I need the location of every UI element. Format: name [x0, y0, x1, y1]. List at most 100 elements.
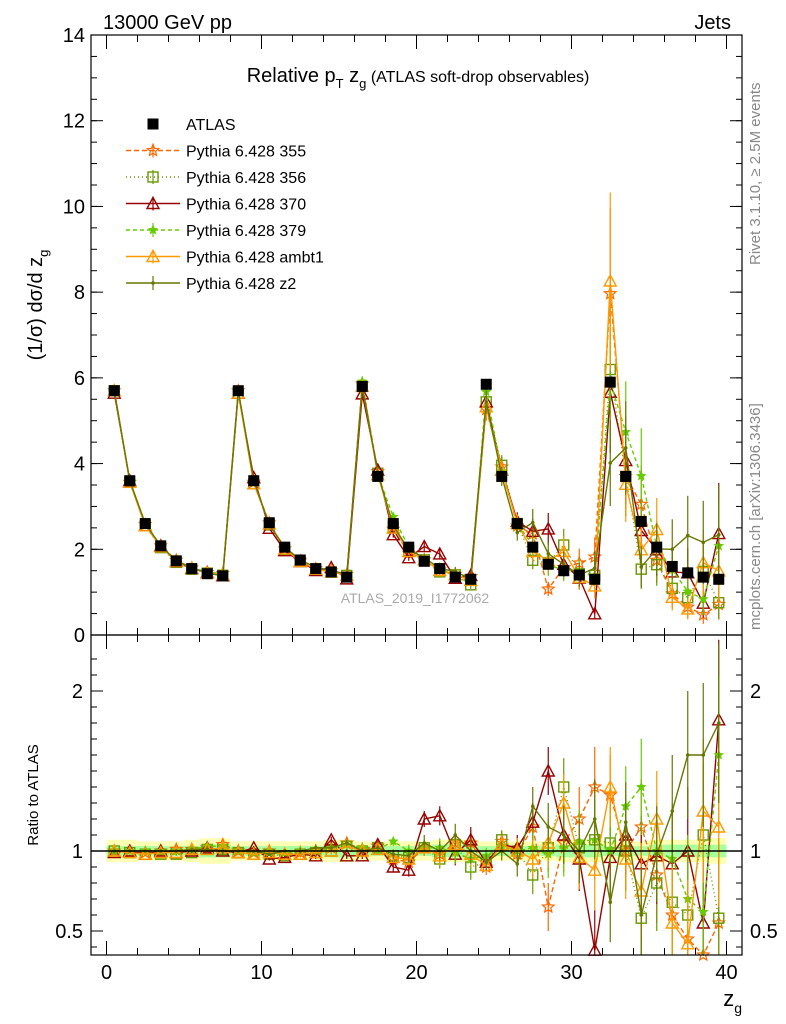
ratio-tick-label: 2: [72, 681, 83, 703]
point-marker: [639, 913, 644, 917]
point-marker: [341, 571, 353, 583]
chart-title-main: Relative p: [247, 65, 336, 87]
point-marker: [434, 563, 446, 575]
legend: ATLAS Pythia 6.428 355 Pythia 6.428 356 Pyt…: [126, 117, 324, 293]
ratio-series-line: [114, 719, 720, 951]
point-marker: [697, 571, 709, 583]
point-marker: [542, 558, 554, 570]
main-series-line: [113, 392, 720, 615]
point-marker: [589, 573, 601, 585]
point-marker: [155, 540, 167, 552]
point-marker: [401, 862, 416, 876]
point-marker: [608, 461, 613, 465]
point-marker: [108, 385, 120, 397]
main-panel: 0 2 4 6 8 10 12 14: [63, 25, 743, 647]
ratio-panel: 0 10 20 30 40 0.5 0.5 1 1 2 2: [55, 634, 778, 984]
point-marker: [355, 386, 370, 400]
point-marker: [651, 541, 663, 553]
point-marker: [654, 852, 659, 856]
legend-entry: ATLAS: [147, 117, 236, 134]
point-marker: [232, 385, 244, 397]
point-marker: [639, 565, 644, 569]
point-marker: [153, 845, 168, 859]
point-marker: [432, 848, 447, 862]
point-marker: [344, 841, 349, 845]
y-tick-label: 0: [74, 625, 85, 647]
point-marker: [308, 845, 323, 859]
point-marker: [147, 171, 159, 183]
point-marker: [541, 763, 556, 777]
point-marker: [217, 570, 229, 582]
point-marker: [603, 273, 618, 287]
x-tick-label: 40: [715, 962, 737, 984]
point-marker: [587, 578, 602, 592]
main-series: [107, 331, 726, 620]
point-marker: [339, 848, 354, 862]
main-series-line: [113, 280, 720, 611]
point-marker: [713, 573, 725, 585]
point-marker: [546, 825, 551, 829]
point-marker: [145, 142, 161, 157]
point-marker: [701, 540, 706, 545]
point-marker: [635, 781, 647, 792]
y-tick-label: 4: [74, 454, 85, 476]
x-axis-label-sub: g: [734, 1000, 742, 1016]
point-marker: [587, 606, 602, 620]
point-marker: [310, 563, 322, 575]
point-marker: [511, 518, 523, 530]
legend-entry: Pythia 6.428 355: [126, 142, 306, 161]
point-marker: [453, 833, 458, 837]
y-axis-label-main: (1/σ) dσ/d z: [25, 257, 47, 361]
chart-title-sub-g: g: [359, 76, 366, 91]
ratio-series-line: [114, 722, 720, 916]
point-marker: [716, 532, 721, 537]
point-marker: [329, 846, 334, 850]
watermark: ATLAS_2019_I1772062: [341, 590, 490, 606]
point-marker: [139, 518, 151, 530]
point-marker: [635, 515, 647, 527]
point-marker: [418, 555, 430, 567]
point-marker: [417, 811, 432, 825]
point-marker: [670, 809, 675, 813]
point-marker: [623, 446, 628, 450]
ratio-series-line: [114, 786, 720, 957]
point-marker: [417, 539, 432, 553]
point-marker: [262, 845, 277, 859]
point-marker: [697, 593, 709, 604]
point-marker: [170, 555, 182, 567]
legend-label: Pythia 6.428 379: [186, 223, 306, 240]
point-marker: [592, 566, 597, 570]
point-marker: [147, 224, 159, 235]
point-marker: [403, 541, 415, 553]
point-marker: [665, 915, 680, 929]
point-marker: [682, 585, 694, 596]
point-marker: [201, 568, 213, 580]
point-marker: [540, 899, 556, 914]
point-marker: [685, 753, 690, 757]
point-marker: [525, 814, 540, 828]
main-series: [106, 208, 727, 624]
point-marker: [277, 846, 292, 860]
x-tick-label: 10: [250, 962, 272, 984]
point-marker: [422, 841, 427, 845]
point-marker: [293, 846, 308, 860]
point-marker: [711, 819, 726, 833]
ratio-tick-label-right: 2: [750, 681, 761, 703]
point-marker: [432, 808, 447, 822]
point-marker: [496, 470, 508, 482]
point-marker: [186, 563, 198, 575]
point-marker: [267, 852, 272, 856]
point-marker: [246, 846, 261, 860]
point-marker: [386, 859, 401, 873]
point-marker: [697, 906, 709, 917]
point-marker: [138, 846, 153, 860]
point-marker: [375, 846, 380, 850]
point-marker: [122, 845, 137, 859]
point-marker: [145, 249, 161, 263]
point-marker: [540, 581, 556, 596]
y-tick-label: 6: [74, 368, 85, 390]
mcplots-label: mcplots.cern.ch [arXiv:1306.3436]: [747, 403, 764, 630]
chart-title-tail: (ATLAS soft-drop observables): [366, 69, 589, 86]
point-marker: [313, 846, 318, 850]
x-axis-label-main: z: [723, 986, 734, 1011]
